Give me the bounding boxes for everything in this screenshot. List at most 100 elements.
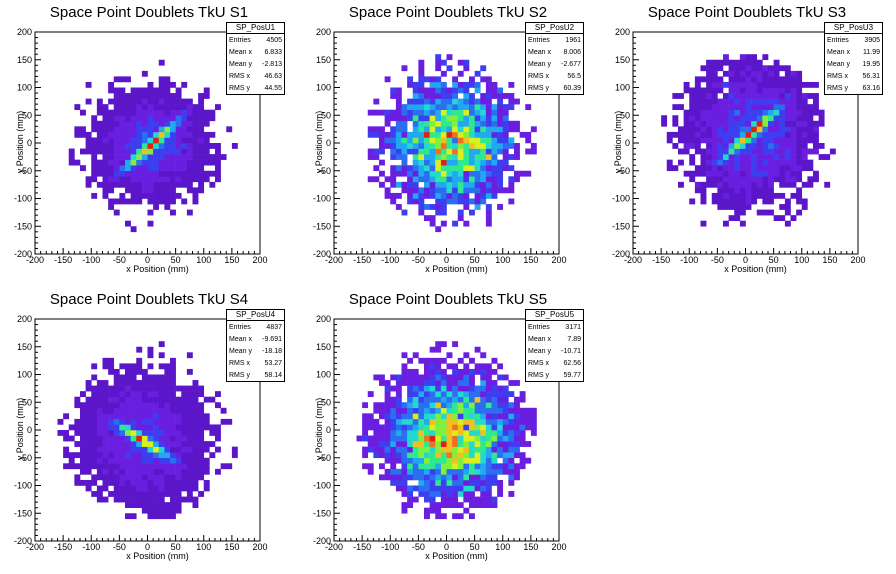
histogram-bin: [198, 98, 205, 105]
histogram-bin: [113, 98, 120, 105]
histogram-bin: [790, 115, 797, 122]
histogram-bin: [463, 435, 470, 442]
histogram-bin: [683, 170, 690, 177]
x-tick-label: 50: [470, 255, 480, 265]
histogram-bin: [435, 81, 442, 88]
histogram-bin: [446, 159, 453, 166]
histogram-bin: [463, 402, 470, 409]
histogram-bin: [457, 143, 464, 149]
histogram-bin: [102, 143, 109, 149]
histogram-bin: [141, 143, 148, 149]
histogram-bin: [390, 374, 397, 381]
histogram-bin: [158, 352, 165, 359]
histogram-bin: [463, 220, 470, 227]
histogram-bin: [796, 104, 803, 110]
histogram-bin: [474, 126, 481, 133]
histogram-bin: [446, 435, 453, 442]
histogram-bin: [96, 496, 103, 503]
histogram-bin: [751, 187, 758, 194]
histogram-bin: [711, 181, 718, 188]
histogram-bin: [706, 148, 713, 155]
histogram-bin: [519, 407, 526, 414]
x-tick-label: -200: [325, 542, 343, 552]
histogram-bin: [469, 120, 475, 127]
histogram-bin: [192, 496, 199, 503]
histogram-svg: -200 -150 -100 -50 0 50 100 150 200200150100500-…: [14, 27, 268, 274]
histogram-bin: [508, 452, 515, 459]
histogram-bin: [491, 109, 498, 116]
histogram-bin: [485, 402, 492, 409]
histogram-bin: [102, 187, 109, 194]
histogram-bin: [215, 148, 221, 155]
histogram-bin: [164, 391, 171, 397]
histogram-bin: [502, 126, 509, 133]
histogram-bin: [700, 98, 707, 105]
histogram-bin: [164, 507, 171, 514]
histogram-bin: [446, 170, 453, 177]
histogram-bin: [85, 181, 92, 188]
histogram-bin: [164, 109, 171, 116]
histogram-bin: [424, 137, 430, 144]
histogram-bin: [96, 452, 103, 459]
histogram-bin: [796, 87, 803, 94]
histogram-bin: [102, 485, 109, 492]
histogram-bin: [102, 463, 109, 470]
histogram-bin: [779, 131, 786, 138]
histogram-bin: [491, 479, 498, 486]
histogram-bin: [215, 402, 221, 409]
histogram-bin: [469, 435, 475, 442]
histogram-bin: [198, 418, 205, 425]
stats-value: 58.14: [264, 371, 282, 379]
histogram-bin: [119, 115, 126, 122]
histogram-bin: [153, 407, 160, 414]
histogram-bin: [125, 435, 131, 442]
histogram-bin: [407, 192, 414, 199]
histogram-bin: [452, 198, 459, 205]
histogram-bin: [418, 457, 425, 464]
x-tick-label: 50: [171, 542, 181, 552]
histogram-bin: [125, 154, 131, 160]
histogram-bin: [734, 215, 741, 221]
histogram-bin: [440, 98, 447, 105]
histogram-bin: [108, 479, 115, 486]
histogram-bin: [362, 435, 369, 442]
histogram-bin: [63, 435, 70, 442]
histogram-bin: [508, 463, 515, 470]
histogram-bin: [170, 452, 176, 459]
histogram-bin: [435, 357, 442, 364]
histogram-bin: [412, 104, 419, 110]
histogram-bin: [440, 109, 447, 116]
histogram-bin: [186, 176, 193, 183]
histogram-bin: [474, 198, 481, 205]
histogram-bin: [395, 204, 402, 210]
histogram-bin: [181, 109, 188, 116]
histogram-bin: [739, 70, 746, 77]
histogram-bin: [514, 446, 520, 453]
histogram-bin: [751, 165, 758, 172]
histogram-bin: [203, 485, 210, 492]
histogram-bin: [91, 474, 98, 481]
histogram-bin: [362, 446, 369, 453]
histogram-bin: [407, 430, 414, 436]
histogram-bin: [717, 148, 724, 155]
histogram-bin: [429, 165, 436, 172]
histogram-bin: [108, 131, 115, 138]
histogram-bin: [773, 126, 780, 133]
histogram-bin: [508, 137, 515, 144]
histogram-bin: [119, 104, 126, 110]
y-tick-label: 200: [316, 27, 331, 37]
histogram-bin: [491, 87, 498, 94]
histogram-bin: [390, 463, 397, 470]
histogram-bin: [469, 391, 475, 397]
histogram-bin: [469, 104, 475, 110]
histogram-bin: [158, 115, 165, 122]
histogram-bin: [683, 120, 690, 127]
histogram-bin: [700, 148, 707, 155]
histogram-bin: [734, 131, 741, 138]
histogram-bin: [519, 424, 526, 431]
histogram-bin: [790, 76, 797, 83]
histogram-bin: [491, 407, 498, 414]
histogram-bin: [491, 391, 498, 397]
histogram-bin: [514, 424, 520, 431]
histogram-bin: [711, 81, 718, 88]
